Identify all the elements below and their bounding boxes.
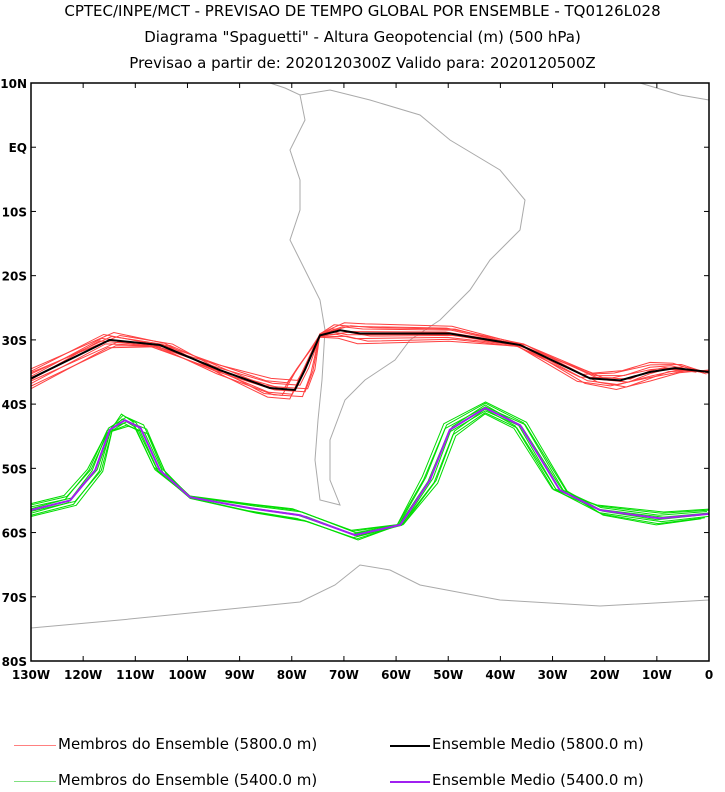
- legend-mean-5400: Ensemble Medio (5400.0 m): [432, 771, 644, 789]
- y-tick-label: 10S: [2, 205, 27, 219]
- mean-line-5800: [30, 329, 710, 392]
- legend-swatch-mean-5800: [390, 745, 430, 747]
- chart-title: CPTEC/INPE/MCT - PREVISAO DE TEMPO GLOBA…: [64, 2, 661, 20]
- member-line-5800: [30, 325, 710, 396]
- legend-members-5400: Membros do Ensemble (5400.0 m): [58, 771, 318, 789]
- y-tick-label: 50S: [2, 462, 27, 476]
- x-tick-label: 70W: [329, 668, 359, 682]
- legend-members-5800: Membros do Ensemble (5800.0 m): [58, 735, 318, 753]
- y-tick-label: 80S: [2, 655, 27, 669]
- x-tick-label: 60W: [381, 668, 411, 682]
- coastlines: [30, 82, 710, 629]
- y-tick-label: 30S: [2, 334, 27, 348]
- x-tick-label: 100W: [168, 668, 206, 682]
- x-tick-label: 10W: [642, 668, 672, 682]
- y-tick-label: EQ: [9, 141, 27, 155]
- legend-swatch-members-5800: [14, 745, 56, 746]
- x-tick-label: 90W: [225, 668, 255, 682]
- x-tick-label: 30W: [538, 668, 568, 682]
- chart-subtitle: Diagrama "Spaguetti" - Altura Geopotenci…: [144, 28, 581, 46]
- member-line-5800: [30, 322, 710, 400]
- plot-frame: [30, 82, 710, 662]
- x-tick-label: 20W: [590, 668, 620, 682]
- x-tick-label: 130W: [12, 668, 50, 682]
- south-america-coast: [269, 82, 526, 506]
- y-tick-label: 40S: [2, 398, 27, 412]
- member-line-5800: [30, 336, 707, 390]
- member-line-5400: [30, 406, 703, 537]
- x-tick-label: 80W: [277, 668, 307, 682]
- antarctica-coast: [30, 564, 710, 629]
- y-tick-label: 70S: [2, 591, 27, 605]
- x-tick-label: 110W: [116, 668, 154, 682]
- legend-swatch-members-5400: [14, 781, 56, 782]
- member-line-5400: [30, 401, 702, 541]
- x-tick-label: 40W: [485, 668, 515, 682]
- legend-swatch-mean-5400: [390, 781, 430, 783]
- x-tick-label: 0: [705, 668, 713, 682]
- y-tick-label: 20S: [2, 270, 27, 284]
- y-tick-label: 60S: [2, 527, 27, 541]
- mean-line-5400: [30, 406, 710, 537]
- legend-mean-5800: Ensemble Medio (5800.0 m): [432, 735, 644, 753]
- africa-coast: [639, 82, 710, 101]
- y-tick-label: 10N: [0, 77, 27, 91]
- member-line-5400: [30, 413, 710, 531]
- member-line-5800: [30, 324, 702, 398]
- x-tick-label: 120W: [64, 668, 102, 682]
- x-tick-label: 50W: [433, 668, 463, 682]
- chart-dates: Previsao a partir de: 2020120300Z Valido…: [129, 54, 596, 72]
